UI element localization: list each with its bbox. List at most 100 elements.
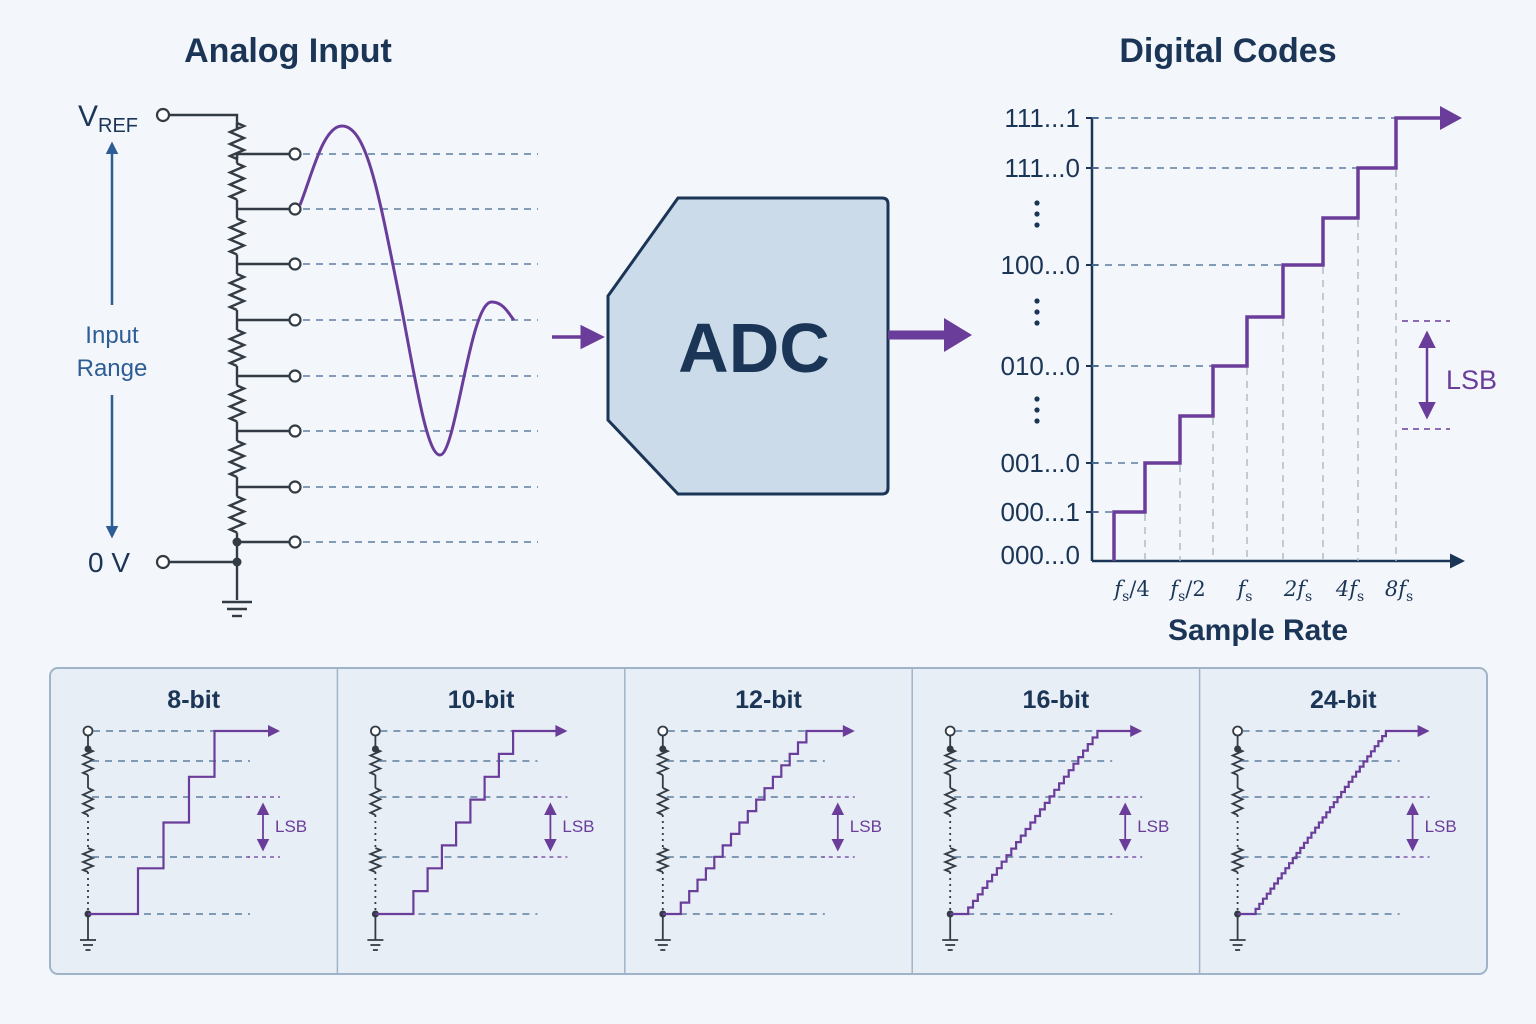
input-range-label-2: Range [77,355,148,382]
tick-sub: s [1178,589,1185,605]
tick-prefix: 8 [1385,577,1398,601]
resistor-icon [226,217,248,256]
vref-wire [169,113,239,128]
resolution-label: 10-bit [448,686,515,714]
tap-terminal [288,202,302,216]
resistor-icon [226,439,248,479]
zero-terminal [155,554,171,570]
ground-icon [222,600,252,618]
resistor-icon [80,847,96,873]
ellipsis-dot [1034,396,1040,402]
tap-terminal [288,424,302,438]
sample-rate-tick-label: fs [1236,577,1253,605]
code-label: 100...0 [1000,250,1080,280]
resolution-staircase [375,729,558,916]
staircase-arrowhead [842,725,855,737]
sample-rate-tick-label: fs/4 [1112,577,1149,605]
tap-terminal [288,257,302,271]
tick-sub: s [1122,589,1129,605]
tap-terminal [288,369,302,383]
resolution-label: 16-bit [1023,686,1090,714]
staircase-arrowhead [268,725,280,737]
sample-rate-tick-label: 4fs [1335,577,1364,605]
vref-label: VREF [78,100,138,137]
panel-terminal [369,725,381,737]
node-dot [232,557,242,567]
resistor-icon [1230,787,1245,816]
lsb-label: LSB [1425,817,1457,836]
ellipsis-dot [1034,211,1040,217]
resistor-icon [367,847,383,873]
code-label: 111...0 [1004,153,1080,183]
resistor-icon [368,748,383,776]
resolution-label: 8-bit [167,686,220,714]
resistor-icon [655,847,671,873]
digital-staircase [1112,116,1440,561]
resistor-ladder [226,121,538,549]
resistor-icon [226,272,248,312]
resolution-label: 12-bit [735,686,802,714]
digital-codes-chart: 111...1 111...0 100...0 010...0 001...0 000..… [1000,103,1465,605]
resolution-staircase [662,729,845,916]
tick-sub: s [1305,589,1312,605]
lsb-label: LSB [275,817,307,836]
code-label: 001...0 [1000,448,1080,478]
tick-sub: s [1245,589,1252,605]
resolution-staircase [88,729,270,916]
ellipsis-dot [1034,222,1040,228]
resistor-icon [943,787,958,816]
resolution-staircase [950,729,1133,916]
lsb-label: LSB [562,817,594,836]
resistor-icon [80,748,96,776]
resistor-icon [368,787,383,816]
panel-terminal [82,725,94,737]
ellipsis-dot [1034,418,1040,424]
resistor-icon [226,162,248,201]
staircase-arrowhead [555,725,568,737]
adc-block [606,196,890,496]
ellipsis-dot [1034,320,1040,326]
tick-sub: s [1357,589,1364,605]
resistor-icon [226,495,248,534]
staircase-arrowhead [1417,725,1430,737]
tick-base: f [1168,577,1181,601]
panel-terminal [944,725,956,737]
sample-rate-label: Sample Rate [1168,614,1348,647]
analog-input-title: Analog Input [184,32,392,70]
sample-rate-tick-label: 2fs [1283,577,1312,605]
code-label: 111...1 [1004,103,1080,133]
tick-base: f [1295,577,1308,601]
output-arrow-head [944,318,972,352]
tick-base: f [1396,577,1409,601]
zero-volt-label: 0 V [88,547,130,578]
tap-terminal [288,313,302,327]
resolution-panels: 8-bit LSB 10-bit LSB 12-bit LSB 16-bit LSB 24-bi… [80,668,1457,974]
lsb-label: LSB [1137,817,1169,836]
tick-suffix: /4 [1129,577,1149,601]
tick-suffix: /2 [1185,577,1205,601]
lsb-label: LSB [850,817,882,836]
digital-codes-title: Digital Codes [1119,32,1336,70]
resistor-icon [226,121,248,161]
code-label: 010...0 [1000,351,1080,381]
tick-prefix: 2 [1283,577,1297,601]
adc-label: ADC [678,309,830,387]
staircase-arrowhead [1130,725,1143,737]
resolution-panel-frame [49,667,1488,975]
resistor-icon [226,384,248,423]
code-label: 000...0 [1000,540,1080,570]
resistor-icon [655,787,670,816]
tick-base: f [1112,577,1125,601]
tick-base: f [1347,577,1360,601]
sample-rate-tick-label: 8fs [1385,577,1413,605]
panel-terminal [1232,725,1243,737]
tick-prefix: 4 [1335,577,1349,601]
vref-terminal [155,107,171,123]
tap-terminal [288,480,302,494]
resistor-icon [1230,748,1245,776]
resistor-icon [942,748,958,776]
resistor-icon [80,787,96,816]
resistor-icon [1230,847,1246,873]
panel-terminal [657,725,669,737]
